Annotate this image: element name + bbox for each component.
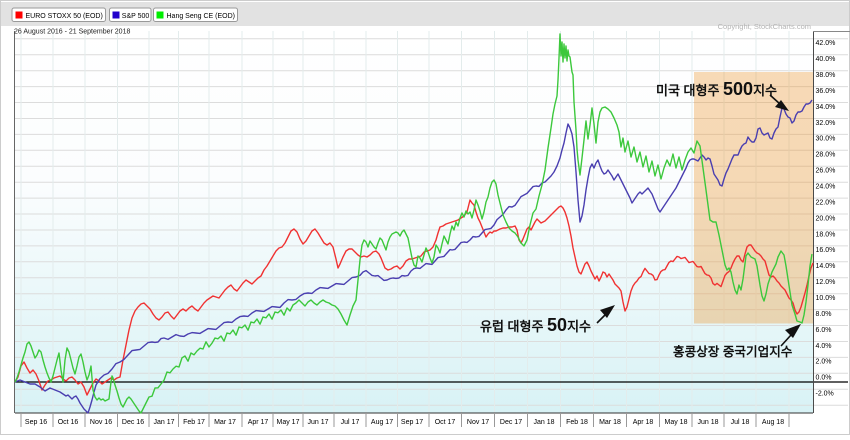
svg-text:Jun 18: Jun 18 bbox=[697, 419, 718, 426]
svg-text:36.0%: 36.0% bbox=[816, 88, 836, 95]
svg-text:Jun 17: Jun 17 bbox=[307, 419, 328, 426]
svg-text:Apr 17: Apr 17 bbox=[248, 419, 269, 426]
svg-text:18.0%: 18.0% bbox=[816, 231, 836, 238]
svg-text:24.0%: 24.0% bbox=[816, 184, 836, 191]
svg-text:Dec 16: Dec 16 bbox=[122, 419, 144, 426]
svg-text:6.0%: 6.0% bbox=[816, 327, 832, 334]
svg-text:Mar 18: Mar 18 bbox=[599, 419, 621, 426]
svg-text:유럽 대형주 50지수: 유럽 대형주 50지수 bbox=[480, 315, 591, 335]
svg-text:Copyright, StockCharts.com: Copyright, StockCharts.com bbox=[718, 22, 811, 31]
svg-text:14.0%: 14.0% bbox=[816, 263, 836, 270]
svg-text:Aug 18: Aug 18 bbox=[762, 419, 784, 426]
svg-text:38.0%: 38.0% bbox=[816, 72, 836, 79]
svg-text:Jul 17: Jul 17 bbox=[341, 419, 360, 426]
svg-text:Nov 16: Nov 16 bbox=[90, 419, 112, 426]
svg-text:홍콩상장 중국기업지수: 홍콩상장 중국기업지수 bbox=[673, 344, 793, 359]
svg-text:42.0%: 42.0% bbox=[816, 40, 836, 47]
svg-text:Feb 18: Feb 18 bbox=[566, 419, 588, 426]
svg-text:Jan 17: Jan 17 bbox=[153, 419, 174, 426]
svg-text:0.0%: 0.0% bbox=[816, 375, 832, 382]
svg-text:EURO STOXX 50 (EOD): EURO STOXX 50 (EOD) bbox=[26, 13, 103, 20]
svg-text:S&P 500: S&P 500 bbox=[122, 13, 150, 20]
svg-text:26 August 2016 - 21 September: 26 August 2016 - 21 September 2018 bbox=[14, 29, 130, 36]
svg-text:Feb 17: Feb 17 bbox=[183, 419, 205, 426]
svg-text:Oct 16: Oct 16 bbox=[58, 419, 79, 426]
svg-text:34.0%: 34.0% bbox=[816, 104, 836, 111]
svg-text:Mar 17: Mar 17 bbox=[214, 419, 236, 426]
svg-text:Jan 18: Jan 18 bbox=[533, 419, 554, 426]
svg-text:Aug 17: Aug 17 bbox=[371, 419, 393, 426]
svg-text:12.0%: 12.0% bbox=[816, 279, 836, 286]
svg-text:16.0%: 16.0% bbox=[816, 247, 836, 254]
svg-text:4.0%: 4.0% bbox=[816, 343, 832, 350]
svg-text:Apr 18: Apr 18 bbox=[633, 419, 654, 426]
svg-text:May 17: May 17 bbox=[277, 419, 300, 426]
svg-text:Dec 17: Dec 17 bbox=[500, 419, 522, 426]
svg-text:Jul 18: Jul 18 bbox=[731, 419, 750, 426]
svg-text:8.0%: 8.0% bbox=[816, 311, 832, 318]
svg-text:2.0%: 2.0% bbox=[816, 359, 832, 366]
svg-text:-2.0%: -2.0% bbox=[816, 391, 834, 398]
svg-text:Sep 17: Sep 17 bbox=[401, 419, 423, 426]
svg-text:May 18: May 18 bbox=[665, 419, 688, 426]
svg-text:32.0%: 32.0% bbox=[816, 120, 836, 127]
svg-text:Nov 17: Nov 17 bbox=[467, 419, 489, 426]
svg-text:미국 대형주 500지수: 미국 대형주 500지수 bbox=[656, 79, 777, 99]
svg-text:Hang Seng CE (EOD): Hang Seng CE (EOD) bbox=[167, 13, 235, 20]
svg-text:22.0%: 22.0% bbox=[816, 199, 836, 206]
svg-text:28.0%: 28.0% bbox=[816, 152, 836, 159]
svg-text:40.0%: 40.0% bbox=[816, 56, 836, 63]
svg-text:26.0%: 26.0% bbox=[816, 168, 836, 175]
svg-text:Sep 16: Sep 16 bbox=[25, 419, 47, 426]
svg-text:30.0%: 30.0% bbox=[816, 136, 836, 143]
svg-text:Oct 17: Oct 17 bbox=[435, 419, 456, 426]
svg-text:20.0%: 20.0% bbox=[816, 215, 836, 222]
svg-text:10.0%: 10.0% bbox=[816, 295, 836, 302]
